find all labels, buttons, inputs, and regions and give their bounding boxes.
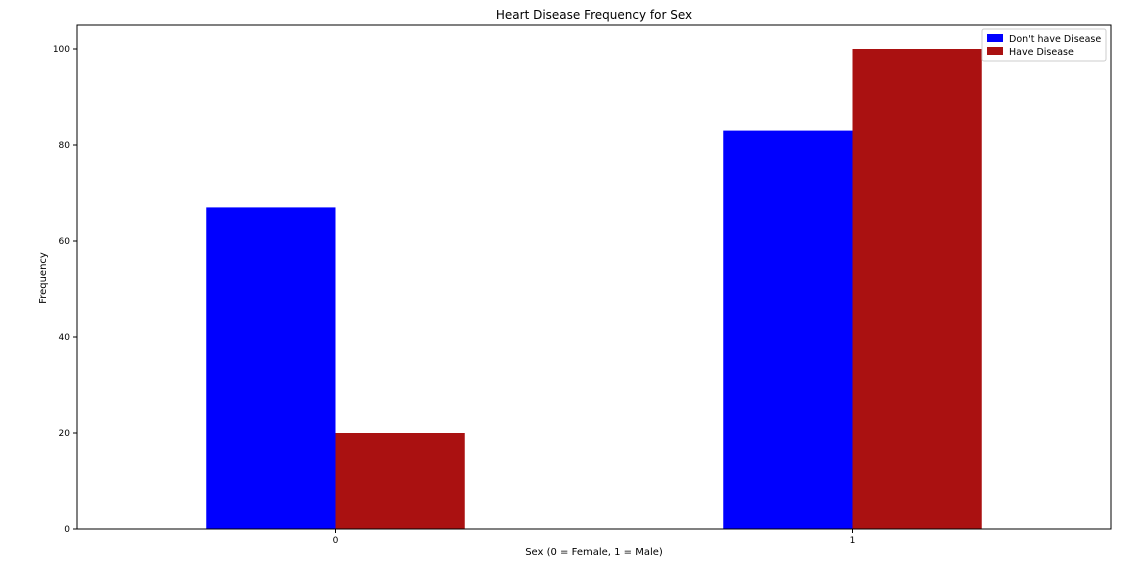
legend: Don't have Disease Have Disease: [981, 28, 1107, 62]
x-axis-label: Sex (0 = Female, 1 = Male): [525, 547, 663, 558]
y-axis: 0 20 40 60 80 100: [53, 45, 77, 535]
y-tick-label-0: 0: [64, 525, 70, 535]
plot-area-frame: [76, 24, 1112, 530]
legend-swatch-1: [987, 47, 1003, 55]
x-tick-label-0: 0: [333, 536, 339, 546]
bar-0-series-0: [206, 207, 336, 529]
bar-1-series-0: [723, 130, 853, 529]
bar-0-series-1: [335, 433, 465, 529]
y-tick-label-80: 80: [59, 141, 71, 151]
x-tick-label-1: 1: [850, 536, 856, 546]
y-tick-label-60: 60: [59, 237, 71, 247]
y-axis-label: Frequency: [38, 252, 49, 304]
chart-title: Heart Disease Frequency for Sex: [496, 8, 692, 22]
y-tick-label-20: 20: [59, 429, 71, 439]
legend-box: [981, 28, 1107, 62]
legend-label-0: Don't have Disease: [1009, 34, 1101, 45]
bars-group: [206, 49, 982, 529]
legend-label-1: Have Disease: [1009, 47, 1074, 58]
y-tick-label-100: 100: [53, 45, 70, 55]
legend-swatch-0: [987, 34, 1003, 42]
y-tick-label-40: 40: [59, 333, 71, 343]
bar-1-series-1: [852, 49, 982, 529]
